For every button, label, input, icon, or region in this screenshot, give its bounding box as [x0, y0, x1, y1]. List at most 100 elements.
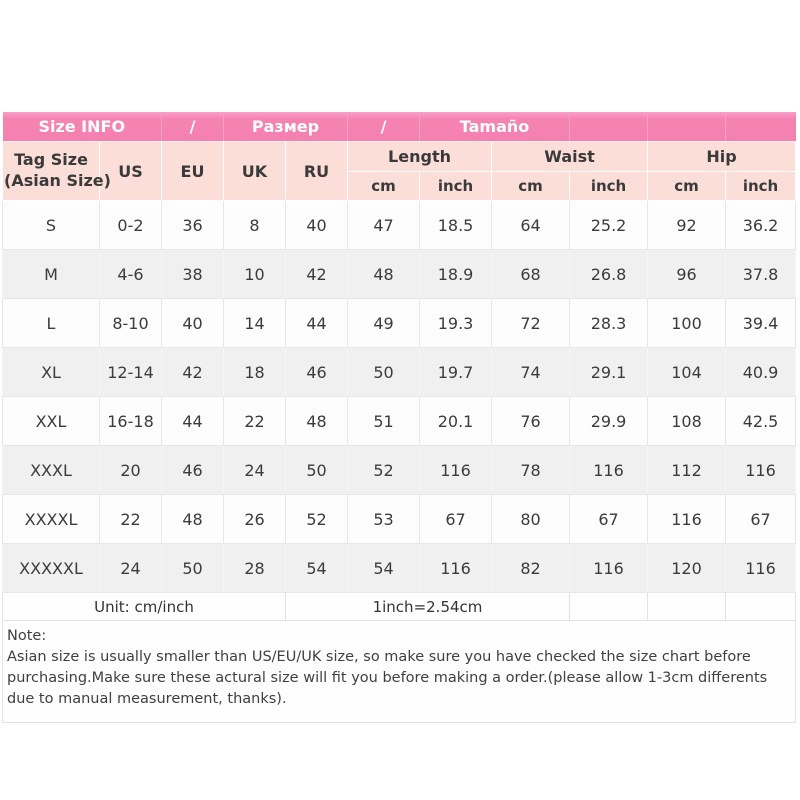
table-cell: 52: [284, 494, 349, 544]
size-row-l: L 8-10 40 14 44 49 19.3 72 28.3 100 39.4: [2, 298, 797, 348]
table-cell: 24: [99, 543, 162, 593]
note-title: Note:: [7, 628, 47, 644]
table-cell: 39.4: [725, 298, 797, 348]
table-cell: 37.8: [725, 249, 797, 299]
table-cell: 100: [647, 298, 727, 348]
table-cell: 76: [491, 396, 571, 446]
unit-note-cell: Unit: cm/inch: [2, 592, 286, 621]
table-cell: 96: [647, 249, 727, 299]
table-cell: 18.9: [419, 249, 493, 299]
table-cell: 8: [223, 200, 286, 250]
column-header-eu: EU: [161, 141, 224, 201]
table-cell: 116: [419, 543, 493, 593]
footer-empty-cell: [725, 592, 797, 621]
group-header-length: Length: [347, 141, 493, 172]
size-row-xxl: XXL 16-18 44 22 48 51 20.1 76 29.9 108 4…: [2, 396, 797, 446]
table-cell: 80: [491, 494, 571, 544]
banner-empty-cell: [725, 112, 796, 142]
table-cell: 14: [223, 298, 286, 348]
footer-empty-cell: [647, 592, 727, 621]
corner-line2: (Asian Size): [4, 171, 111, 190]
table-cell: 44: [284, 298, 349, 348]
table-cell: 64: [491, 200, 571, 250]
group-header-waist: Waist: [491, 141, 649, 172]
size-chart-sheet: Size INFO / Размер / Tamaño Tag Size (As…: [2, 112, 797, 724]
unit-header-waist-inch: inch: [569, 171, 649, 201]
table-cell: 19.7: [419, 347, 493, 397]
table-cell: 42: [284, 249, 349, 299]
table-cell: 116: [569, 543, 649, 593]
table-cell: 26: [223, 494, 286, 544]
table-cell: 19.3: [419, 298, 493, 348]
table-cell: 48: [161, 494, 224, 544]
table-cell: 67: [725, 494, 797, 544]
tag-size-cell: XXXXXL: [2, 543, 100, 593]
size-row-m: M 4-6 38 10 42 48 18.9 68 26.8 96 37.8: [2, 249, 797, 299]
table-cell: 49: [347, 298, 421, 348]
table-cell: 116: [419, 445, 493, 495]
table-cell: 40: [161, 298, 224, 348]
table-cell: 53: [347, 494, 421, 544]
table-cell: 50: [284, 445, 349, 495]
table-cell: 24: [223, 445, 286, 495]
banner-razmer: Размер: [222, 112, 348, 142]
table-cell: 46: [284, 347, 349, 397]
table-cell: 82: [491, 543, 571, 593]
conversion-cell: 1inch=2.54cm: [284, 592, 571, 621]
table-cell: 4-6: [99, 249, 162, 299]
table-cell: 92: [647, 200, 727, 250]
table-cell: 67: [419, 494, 493, 544]
banner-slash-2: /: [347, 112, 420, 142]
column-header-uk: UK: [223, 141, 286, 201]
table-cell: 25.2: [569, 200, 649, 250]
size-chart-table: Size INFO / Размер / Tamaño Tag Size (As…: [2, 112, 797, 621]
table-cell: 36.2: [725, 200, 797, 250]
size-row-xxxl: XXXL 20 46 24 50 52 116 78 116 112 116: [2, 445, 797, 495]
table-cell: 28: [223, 543, 286, 593]
banner-size-info: Size INFO: [2, 112, 162, 142]
table-cell: 54: [284, 543, 349, 593]
unit-header-row: cm inch cm inch cm inch: [3, 171, 797, 201]
table-cell: 48: [284, 396, 349, 446]
table-cell: 8-10: [99, 298, 162, 348]
table-cell: 54: [347, 543, 421, 593]
table-cell: 42.5: [725, 396, 797, 446]
tag-size-cell: L: [2, 298, 100, 348]
table-cell: 108: [647, 396, 727, 446]
note-body: Asian size is usually smaller than US/EU…: [7, 649, 768, 708]
table-cell: 44: [161, 396, 224, 446]
table-cell: 72: [491, 298, 571, 348]
note-section: Note: Asian size is usually smaller than…: [2, 621, 796, 724]
table-cell: 51: [347, 396, 421, 446]
table-cell: 22: [99, 494, 162, 544]
table-cell: 18: [223, 347, 286, 397]
size-row-s: S 0-2 36 8 40 47 18.5 64 25.2 92 36.2: [2, 200, 797, 250]
column-header-ru: RU: [284, 141, 349, 201]
table-cell: 74: [491, 347, 571, 397]
table-cell: 42: [161, 347, 224, 397]
banner-empty-cell: [647, 112, 726, 142]
table-cell: 116: [569, 445, 649, 495]
table-cell: 116: [725, 543, 797, 593]
corner-header-tag-size: Tag Size (Asian Size): [2, 141, 111, 201]
footer-empty-cell: [569, 592, 649, 621]
table-cell: 26.8: [569, 249, 649, 299]
size-row-xxxxl: XXXXL 22 48 26 52 53 67 80 67 116 67: [2, 494, 797, 544]
table-cell: 50: [161, 543, 224, 593]
table-cell: 0-2: [99, 200, 162, 250]
unit-header-hip-cm: cm: [647, 171, 727, 201]
table-cell: 50: [347, 347, 421, 397]
size-row-xxxxxl: XXXXXL 24 50 28 54 54 116 82 116 120 116: [2, 543, 797, 593]
table-cell: 38: [161, 249, 224, 299]
unit-header-waist-cm: cm: [491, 171, 571, 201]
table-cell: 68: [491, 249, 571, 299]
table-cell: 47: [347, 200, 421, 250]
table-cell: 29.9: [569, 396, 649, 446]
table-cell: 78: [491, 445, 571, 495]
table-cell: 46: [161, 445, 224, 495]
unit-footer-row: Unit: cm/inch 1inch=2.54cm: [2, 592, 797, 621]
table-cell: 116: [725, 445, 797, 495]
table-cell: 22: [223, 396, 286, 446]
unit-header-length-inch: inch: [419, 171, 493, 201]
table-cell: 67: [569, 494, 649, 544]
